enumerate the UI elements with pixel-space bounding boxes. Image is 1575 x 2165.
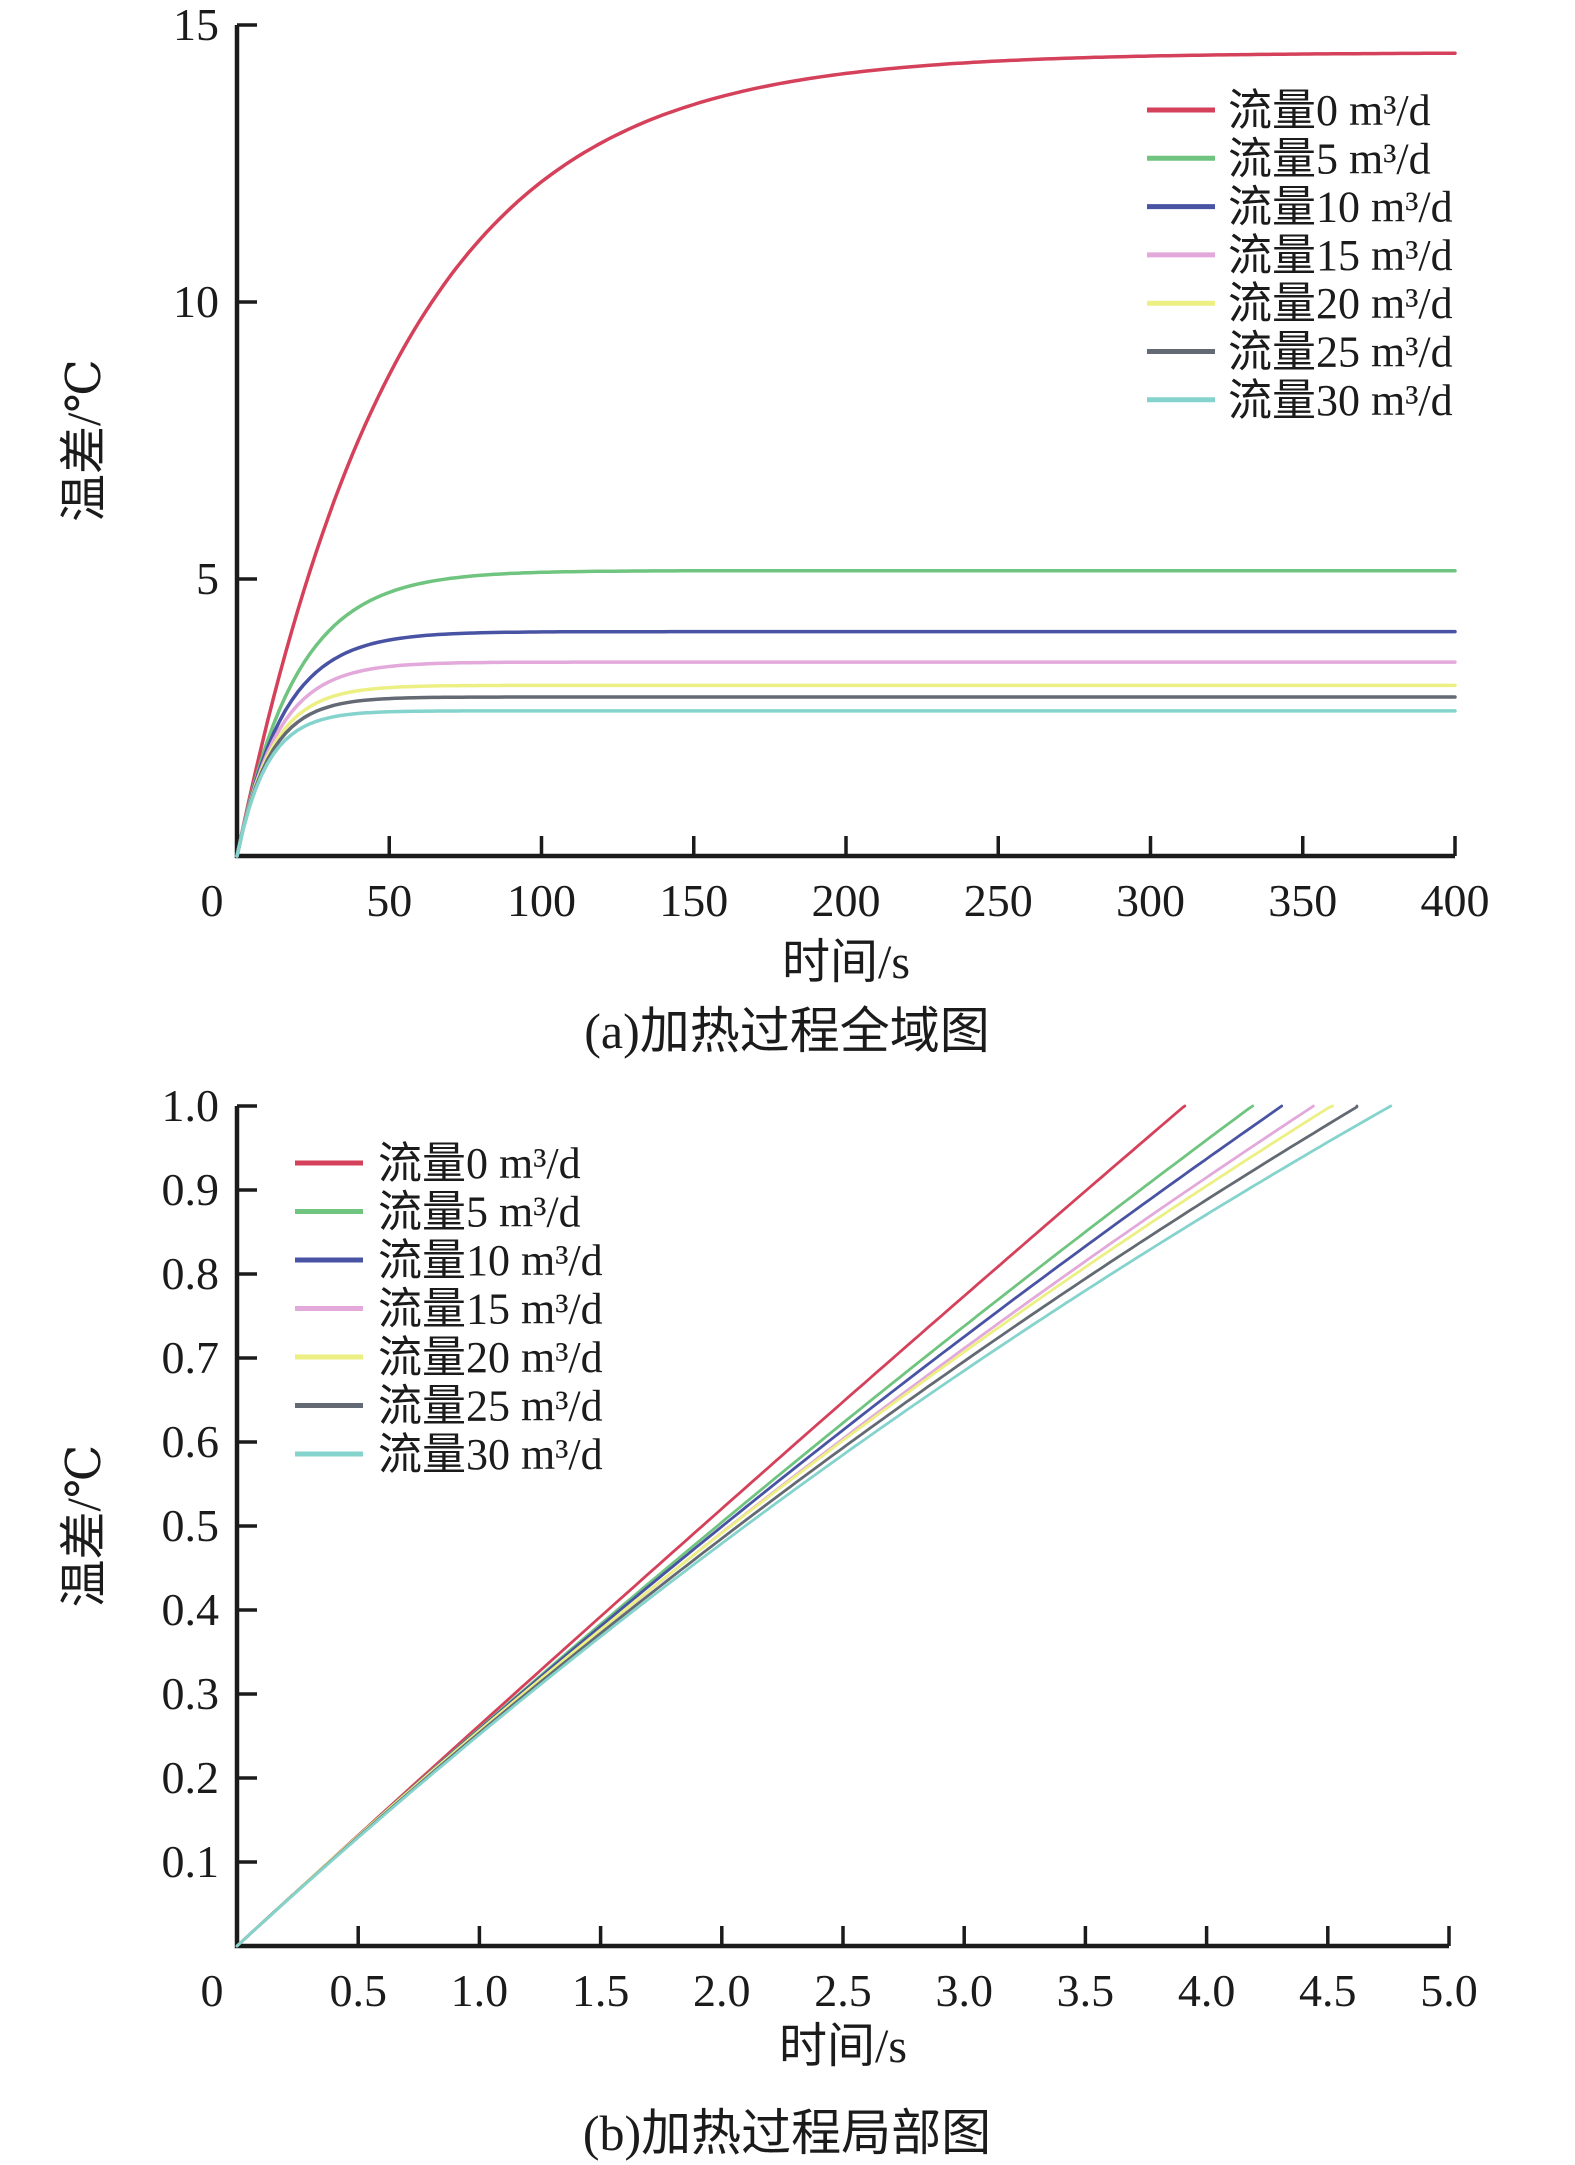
- y-tick-label: 0.1: [162, 1836, 220, 1887]
- legend-label-flow-0: 流量0 m³/d: [1228, 86, 1431, 135]
- x-tick-label: 0.5: [329, 1965, 387, 2016]
- series-curve-flow-0: [235, 51, 1457, 858]
- x-tick-label: 400: [1421, 875, 1490, 926]
- y-tick-label: 5: [196, 553, 219, 604]
- x-tick-label: 2.0: [693, 1965, 751, 2016]
- chart-a: 0 50 100 150 200 250 300 350 400 5 10 15 时间/s 温差/℃ (a)…: [58, 0, 1490, 1059]
- chart-b: 0 0.5 1.0 1.5 2.0 2.5 3.0 3.5 4.0 4.5 5.0 0.1 0.2 0.3…: [58, 1080, 1478, 2161]
- y-tick-label: 0.7: [162, 1332, 220, 1383]
- x-tick-label: 3.0: [935, 1965, 993, 2016]
- legend-label-flow-25: 流量25 m³/d: [378, 1382, 603, 1431]
- legend-label-flow-15: 流量15 m³/d: [378, 1285, 603, 1334]
- x-tick-label: 200: [812, 875, 881, 926]
- series-curve-flow-20: [235, 683, 1457, 858]
- x-tick-label: 350: [1268, 875, 1337, 926]
- x-tick-label: 4.0: [1178, 1965, 1236, 2016]
- x-axis-title: 时间/s: [782, 936, 910, 989]
- x-tick-label: 1.5: [572, 1965, 630, 2016]
- y-tick-label: 1.0: [162, 1080, 220, 1131]
- x-tick-label: 3.5: [1057, 1965, 1115, 2016]
- series-curve-flow-30: [235, 709, 1457, 858]
- legend-label-flow-25: 流量25 m³/d: [1228, 328, 1453, 377]
- legend-label-flow-30: 流量30 m³/d: [1228, 376, 1453, 425]
- y-axis-title: 温差/℃: [58, 1444, 111, 1607]
- y-axis-title: 温差/℃: [58, 359, 111, 522]
- legend-label-flow-10: 流量10 m³/d: [378, 1236, 603, 1285]
- x-tick-label: 4.5: [1299, 1965, 1357, 2016]
- legend-label-flow-30: 流量30 m³/d: [378, 1430, 603, 1479]
- legend-label-flow-5: 流量5 m³/d: [378, 1188, 581, 1237]
- y-tick-label: 0.9: [162, 1164, 220, 1215]
- y-tick-label: 0.8: [162, 1248, 220, 1299]
- x-tick-label: 5.0: [1420, 1965, 1478, 2016]
- y-tick-label: 0.4: [162, 1584, 220, 1635]
- x-tick-label: 2.5: [814, 1965, 872, 2016]
- series-curve-flow-10: [235, 629, 1457, 858]
- chart-caption: (b)加热过程局部图: [583, 2105, 991, 2161]
- series-curve-flow-5: [235, 568, 1457, 858]
- legend-label-flow-20: 流量20 m³/d: [378, 1333, 603, 1382]
- legend-label-flow-15: 流量15 m³/d: [1228, 231, 1453, 280]
- x-tick-label: 0: [201, 875, 224, 926]
- x-tick-label: 100: [507, 875, 576, 926]
- y-tick-label: 0.2: [162, 1752, 220, 1803]
- legend-label-flow-10: 流量10 m³/d: [1228, 183, 1453, 232]
- x-tick-label: 0: [201, 1965, 224, 2016]
- legend-label-flow-5: 流量5 m³/d: [1228, 134, 1431, 183]
- y-tick-label: 10: [173, 276, 219, 327]
- series-curve-flow-30: [235, 1104, 1393, 1948]
- x-tick-label: 50: [366, 875, 412, 926]
- x-tick-label: 1.0: [451, 1965, 509, 2016]
- y-tick-label: 0.6: [162, 1416, 220, 1467]
- series-curve-flow-15: [235, 660, 1457, 858]
- legend-label-flow-0: 流量0 m³/d: [378, 1139, 581, 1188]
- y-tick-label: 15: [173, 0, 219, 50]
- x-tick-label: 300: [1116, 875, 1185, 926]
- y-tick-label: 0.3: [162, 1668, 220, 1719]
- y-tick-label: 0.5: [162, 1500, 220, 1551]
- x-tick-label: 250: [964, 875, 1033, 926]
- x-axis-title: 时间/s: [779, 2020, 907, 2073]
- x-tick-label: 150: [659, 875, 728, 926]
- series-curve-flow-25: [235, 695, 1457, 858]
- chart-caption: (a)加热过程全域图: [584, 1003, 990, 1059]
- legend-label-flow-20: 流量20 m³/d: [1228, 279, 1453, 328]
